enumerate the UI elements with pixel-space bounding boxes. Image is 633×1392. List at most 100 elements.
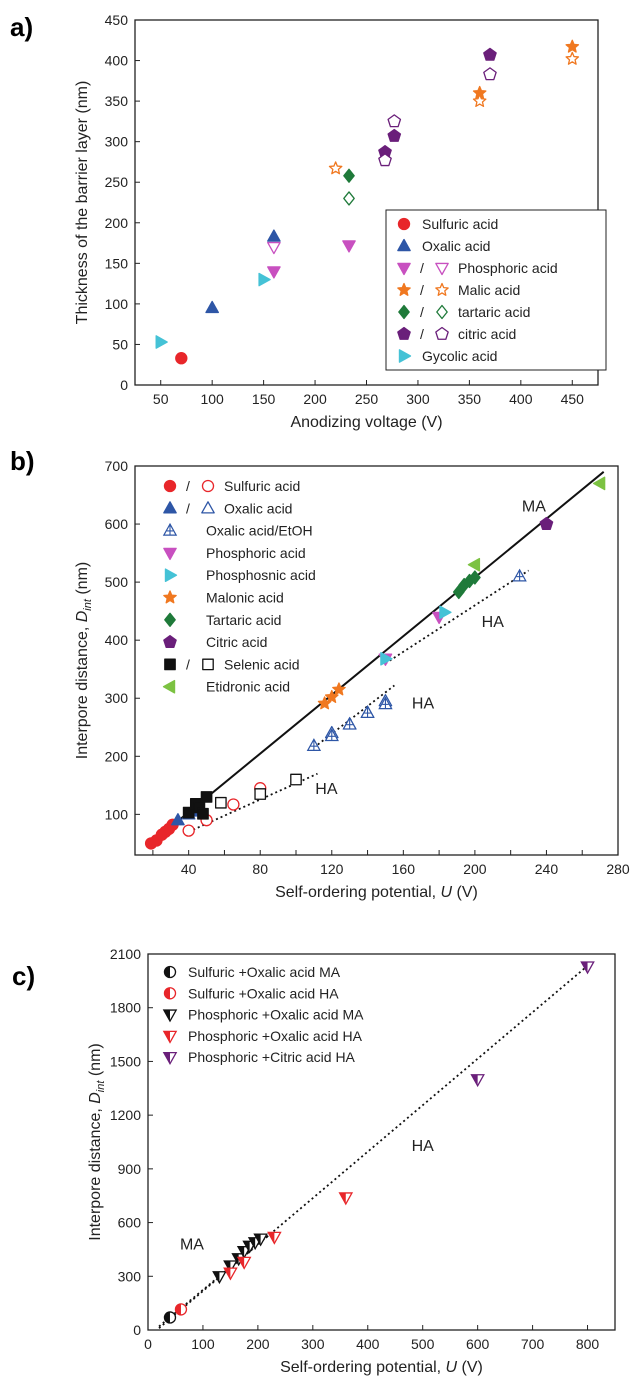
- legend-entry-oxalic-acid-etoh: Oxalic acid/EtOH: [162, 522, 313, 539]
- legend-marker-open-shape: [201, 501, 215, 514]
- legend-marker-half: [164, 966, 170, 978]
- data-point-half: [164, 1311, 170, 1323]
- data-point-shape: [215, 796, 227, 809]
- y-tick-label: 300: [118, 1268, 142, 1284]
- x-tick-label: 160: [392, 861, 416, 877]
- legend-marker: [163, 965, 177, 979]
- x-axis-label: Anodizing voltage (V): [290, 414, 442, 431]
- x-tick-label: 500: [411, 1336, 435, 1352]
- legend-separator: /: [186, 478, 190, 494]
- data-point-half: [471, 1074, 478, 1086]
- legend-marker-open-shape: [435, 326, 449, 340]
- series-gycolic-acid-filled: [155, 272, 271, 349]
- data-point: [580, 961, 595, 975]
- series-phosphosnic-acid-filled: [380, 605, 452, 666]
- data-point: [360, 705, 375, 718]
- y-axis-label: Interpore distance, Dint (nm): [87, 1043, 107, 1240]
- legend-entry-sulfuric-acid: / Sulfuric acid: [163, 478, 300, 494]
- data-point: [539, 516, 554, 530]
- legend-marker-shape: [164, 658, 176, 671]
- x-tick-label: 200: [463, 861, 487, 877]
- y-tick-label: 350: [105, 93, 129, 109]
- data-point-half: [175, 1303, 181, 1315]
- data-point-shape: [378, 153, 392, 167]
- legend-marker: [162, 522, 178, 536]
- x-axis-label: Self-ordering potential, U (V): [275, 884, 478, 901]
- y-tick-label: 600: [105, 516, 129, 532]
- legend-marker-open-shape: [435, 282, 449, 296]
- data-point: [387, 114, 402, 128]
- y-tick-label: 0: [133, 1322, 141, 1338]
- data-point: [254, 788, 267, 800]
- x-tick-label: 700: [521, 1336, 545, 1352]
- series-selenic-acid-filled: [182, 791, 213, 820]
- legend-label: Phosphoric acid: [458, 260, 558, 276]
- legend-entry-phosphoric-acid: / Phosphoric acid: [397, 260, 558, 276]
- legend-marker-shape: [164, 612, 176, 627]
- data-point: [267, 1231, 282, 1245]
- series-malic-acid-open: [328, 51, 580, 175]
- legend-entry-gycolic-acid: Gycolic acid: [398, 348, 497, 364]
- legend-marker: [397, 282, 411, 296]
- series-phosphoric-oxalic-acid-ma-filled: [212, 1233, 268, 1285]
- fit-line-solid: [148, 471, 605, 846]
- y-tick-label: 100: [105, 296, 129, 312]
- y-tick-label: 1800: [110, 1000, 141, 1016]
- legend-label: Sulfuric +Oxalic acid MA: [188, 964, 341, 980]
- legend-separator: /: [420, 304, 424, 320]
- legend-label: Sulfuric acid: [422, 216, 498, 232]
- legend-entry-malic-acid: / Malic acid: [397, 282, 520, 298]
- legend-marker-shape: [398, 349, 412, 363]
- y-tick-label: 600: [118, 1215, 142, 1231]
- data-point: [306, 738, 322, 751]
- series-citric-acid-open: [378, 67, 497, 167]
- legend-marker: [163, 547, 177, 561]
- series-citric-acid-filled: [539, 516, 554, 530]
- data-point: [267, 229, 281, 242]
- data-point-shape: [483, 67, 497, 81]
- data-point-shape: [175, 352, 188, 365]
- data-point: [236, 1256, 252, 1270]
- y-tick-label: 400: [105, 632, 129, 648]
- data-point: [174, 1303, 188, 1316]
- series-selenic-acid-open: [215, 773, 302, 809]
- legend-marker-open: [435, 326, 449, 340]
- x-tick-label: 200: [303, 391, 327, 407]
- y-tick-label: 200: [105, 748, 129, 764]
- legend-label: Oxalic acid/EtOH: [206, 523, 313, 539]
- fit-line-dotted: [384, 569, 530, 665]
- data-point: [342, 716, 357, 730]
- x-tick-label: 600: [466, 1336, 490, 1352]
- data-point-shape: [387, 114, 402, 128]
- data-point: [338, 1192, 354, 1206]
- data-point-shape: [267, 241, 281, 255]
- data-point: [592, 476, 606, 491]
- axis-label-symbol: U: [441, 884, 453, 901]
- x-tick-label: 240: [535, 861, 559, 877]
- data-point-half: [237, 1257, 245, 1269]
- y-tick-label: 450: [105, 12, 129, 28]
- y-tick-label: 500: [105, 574, 129, 590]
- legend-marker-open-shape: [201, 479, 215, 493]
- data-point: [512, 568, 527, 582]
- y-tick-label: 0: [120, 377, 128, 393]
- legend-entry-selenic-acid: / Selenic acid: [164, 656, 300, 672]
- legend-marker: [398, 304, 410, 320]
- legend-marker-open: [201, 501, 215, 514]
- y-tick-label: 900: [118, 1161, 142, 1177]
- y-tick-label: 200: [105, 215, 129, 231]
- legend-label: Sulfuric acid: [224, 478, 300, 494]
- data-point: [197, 807, 209, 820]
- legend-marker-shape: [397, 282, 411, 296]
- series-etidronic-acid-filled: [467, 476, 606, 572]
- data-point: [378, 153, 392, 167]
- data-point: [163, 1311, 177, 1324]
- panel-label: a): [10, 12, 33, 42]
- legend-entry-phosphoric-citric-acid-ha: Phosphoric +Citric acid HA: [162, 1049, 356, 1065]
- legend-separator: /: [186, 656, 190, 672]
- data-point-half: [268, 1232, 275, 1244]
- legend-marker: [163, 987, 177, 1000]
- legend-marker-shape: [162, 679, 176, 694]
- data-point-shape: [439, 605, 452, 620]
- legend-marker-shape: [163, 501, 177, 514]
